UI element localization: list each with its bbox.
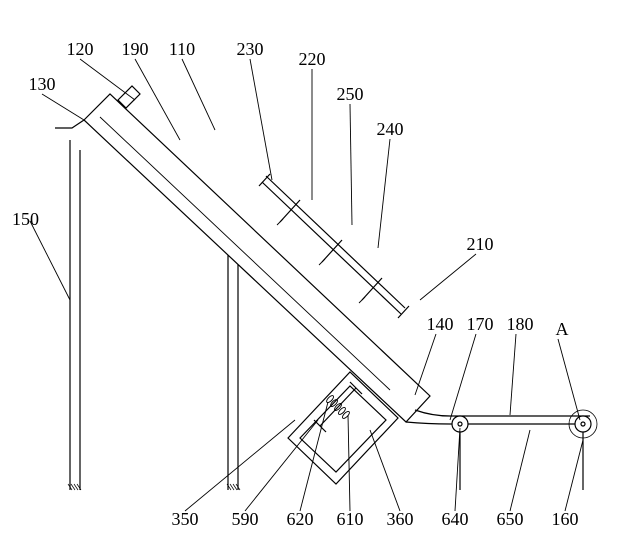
- drawing-layer: [55, 86, 597, 490]
- label-610: 610: [337, 509, 364, 529]
- label-170: 170: [467, 314, 494, 334]
- label-110: 110: [169, 39, 195, 59]
- label-150: 150: [12, 209, 39, 229]
- label-210: 210: [467, 234, 494, 254]
- label-180: 180: [507, 314, 534, 334]
- label-190: 190: [122, 39, 149, 59]
- label-360: 360: [387, 509, 414, 529]
- label-120: 120: [67, 39, 94, 59]
- label-250: 250: [337, 84, 364, 104]
- label-220: 220: [299, 49, 326, 69]
- label-A: A: [556, 319, 569, 339]
- label-240: 240: [377, 119, 404, 139]
- label-650: 650: [497, 509, 524, 529]
- label-640: 640: [442, 509, 469, 529]
- engineering-diagram: 130 120 190 110 230 220 250 240 150 210 140 170 180 A…: [0, 0, 631, 547]
- label-140: 140: [427, 314, 454, 334]
- label-350: 350: [172, 509, 199, 529]
- label-130: 130: [29, 74, 56, 94]
- label-590: 590: [232, 509, 259, 529]
- label-230: 230: [237, 39, 264, 59]
- label-160: 160: [552, 509, 579, 529]
- label-620: 620: [287, 509, 314, 529]
